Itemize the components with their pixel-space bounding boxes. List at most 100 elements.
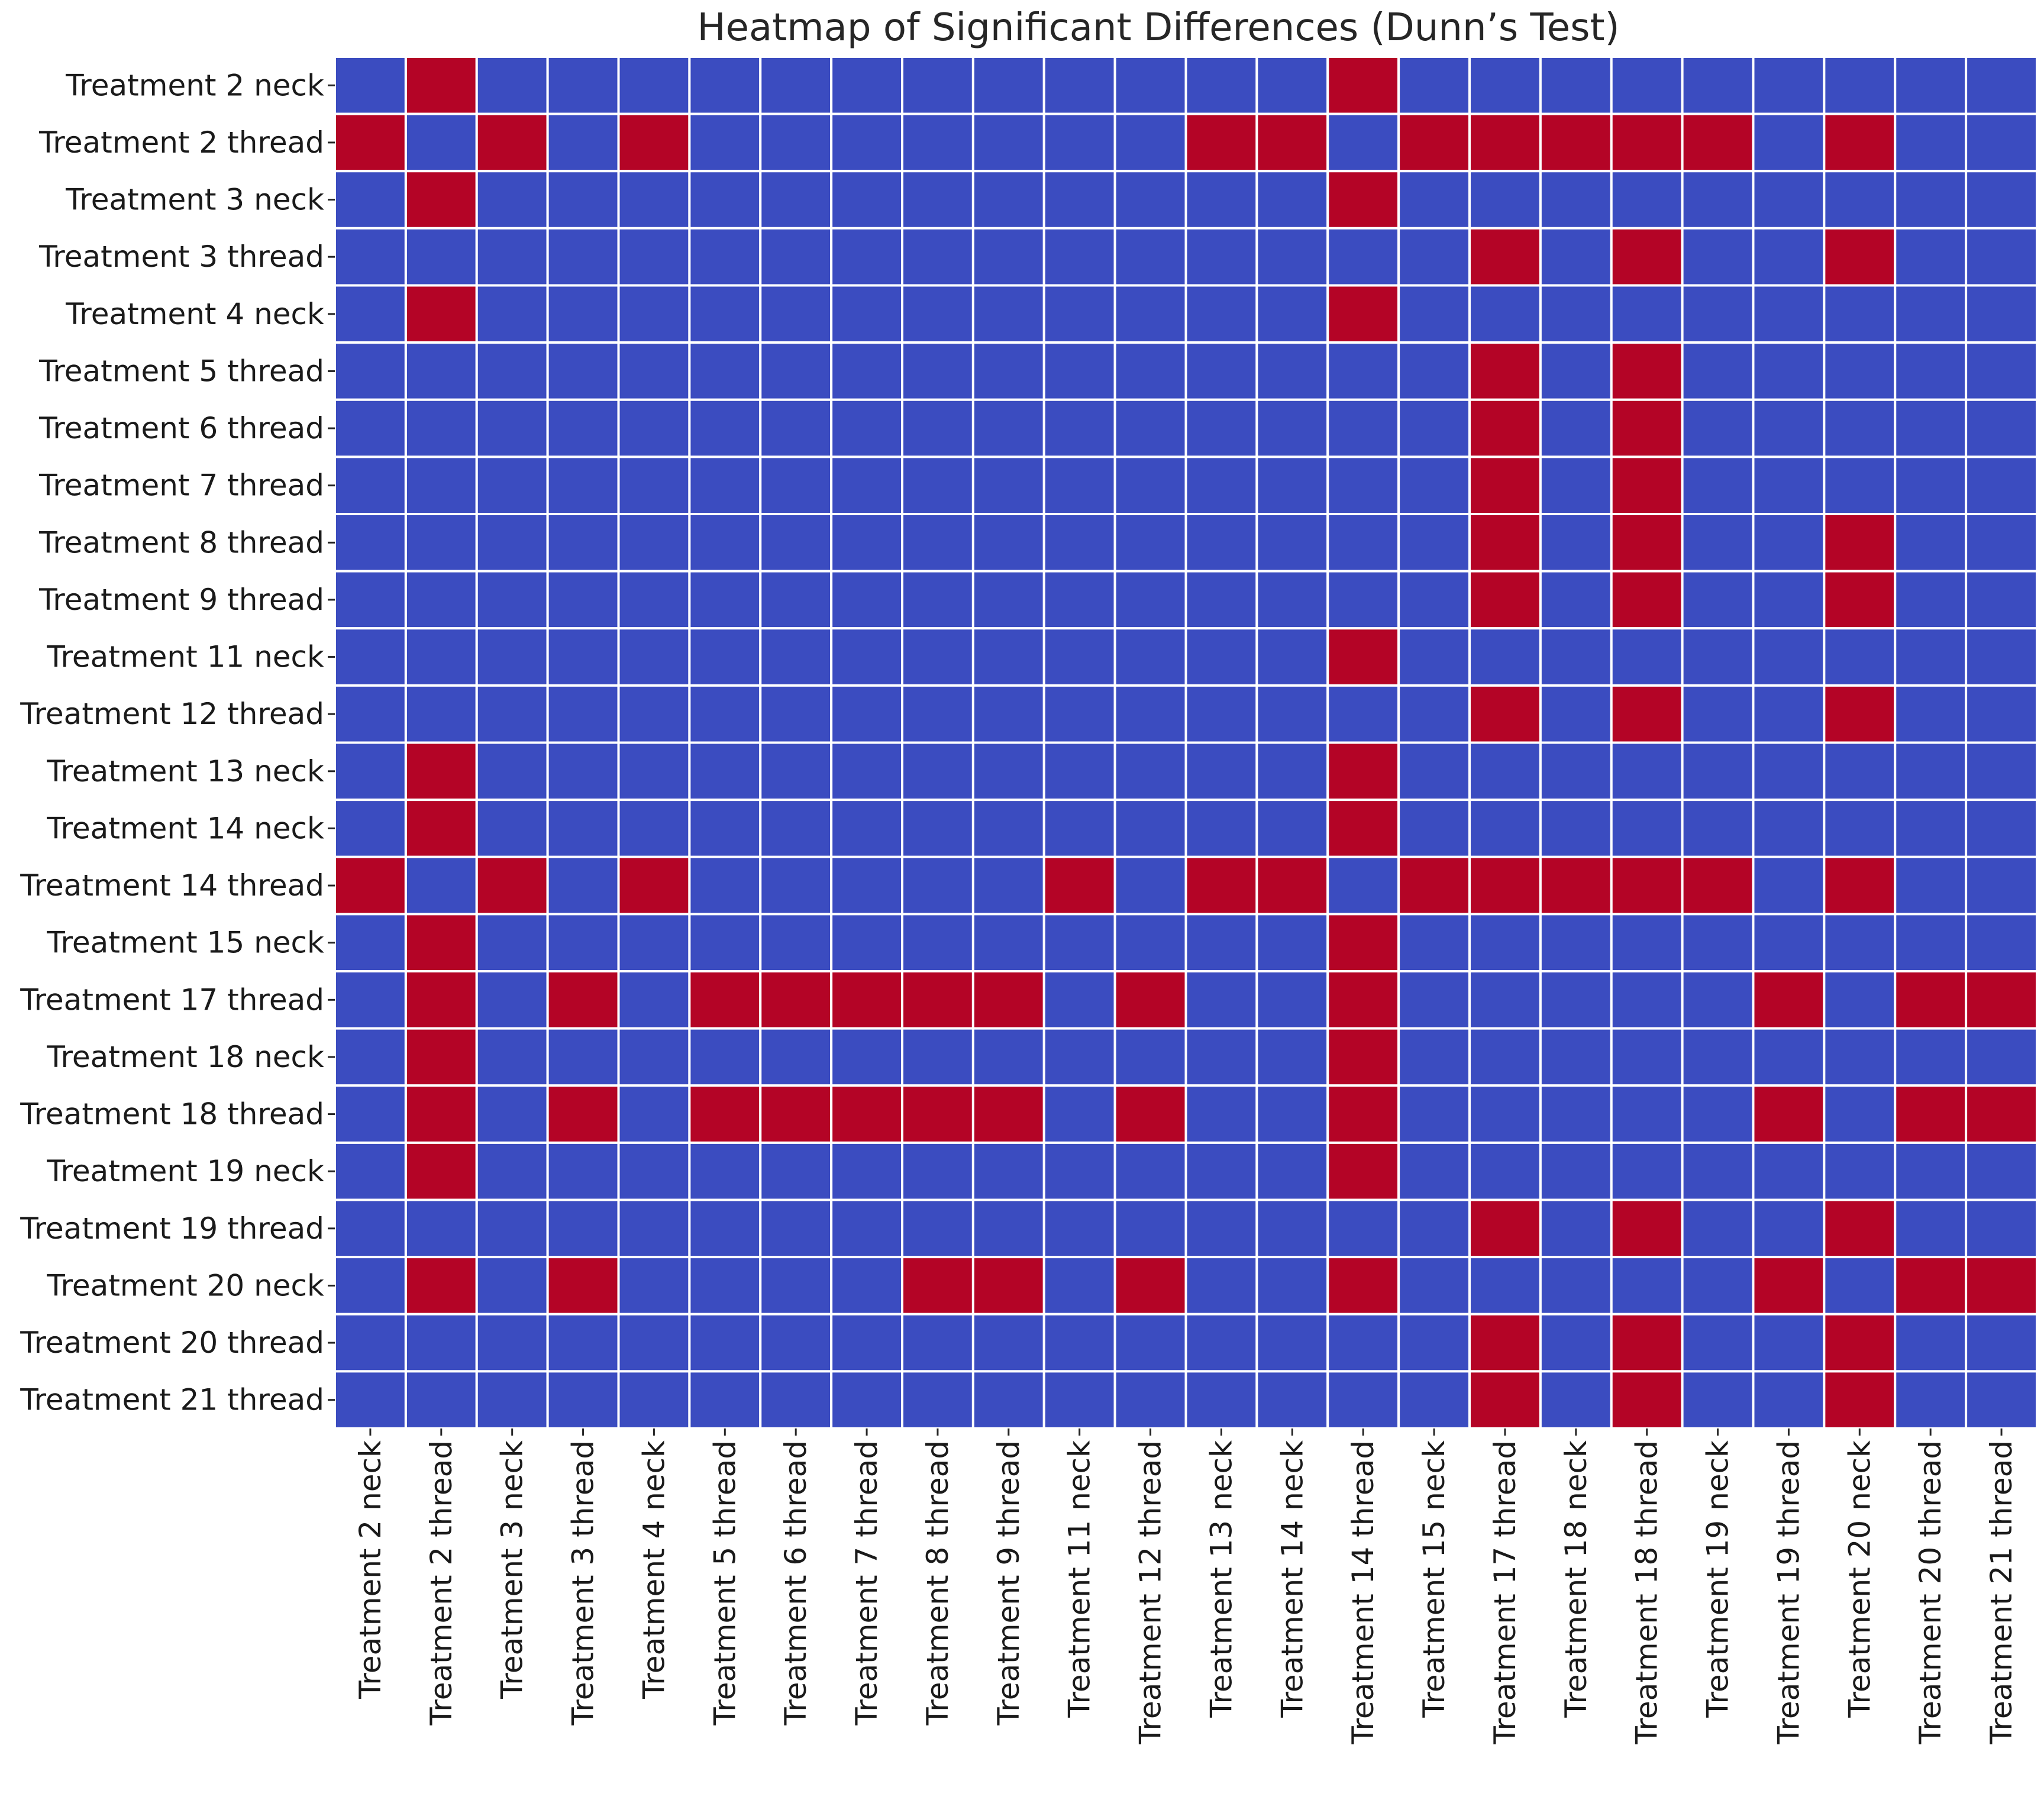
column-tick-label: Treatment 3 thread: [566, 1440, 600, 1726]
heatmap-cell: [1752, 513, 1826, 573]
heatmap-cell: [1042, 570, 1116, 630]
heatmap-cell: [1255, 112, 1329, 173]
heatmap-cell: [1468, 627, 1542, 687]
heatmap-cell: [1894, 1141, 1968, 1201]
heatmap-cell: [971, 284, 1045, 344]
heatmap-cell: [1042, 170, 1116, 230]
heatmap-cell: [971, 1198, 1045, 1259]
heatmap-cell: [1823, 570, 1897, 630]
heatmap-cell: [1255, 513, 1329, 573]
heatmap-cell: [1184, 341, 1258, 401]
heatmap-cell: [1752, 170, 1826, 230]
heatmap-cell: [475, 570, 549, 630]
heatmap-cell: [759, 227, 833, 287]
heatmap-cell: [901, 112, 974, 173]
heatmap-cell: [1255, 627, 1329, 687]
row-tick-label: Treatment 17 thread: [20, 982, 324, 1017]
heatmap-cell: [1681, 513, 1755, 573]
column-tick-label: Treatment 4 neck: [637, 1440, 671, 1699]
heatmap-cell: [688, 1370, 762, 1430]
heatmap-cell: [1823, 799, 1897, 858]
heatmap-cell: [1255, 913, 1329, 972]
heatmap-cell: [1468, 570, 1542, 630]
heatmap-cell: [334, 627, 407, 687]
heatmap-cell: [1539, 799, 1613, 858]
heatmap-cell: [1681, 627, 1755, 687]
heatmap-cell: [1823, 112, 1897, 173]
column-tick-label: Treatment 5 thread: [708, 1440, 742, 1726]
heatmap-cell: [1397, 627, 1471, 687]
heatmap-cell: [1397, 1084, 1471, 1144]
heatmap-cell: [1823, 1141, 1897, 1201]
heatmap-cell: [1894, 684, 1968, 744]
row-tick-label: Treatment 11 neck: [46, 640, 324, 674]
heatmap-cell: [1255, 1313, 1329, 1373]
heatmap-cell: [830, 56, 903, 115]
heatmap-cell: [404, 799, 478, 858]
column-tick-label: Treatment 9 thread: [992, 1440, 1026, 1726]
heatmap-cell: [1042, 398, 1116, 458]
heatmap-cell: [1539, 56, 1613, 115]
heatmap-cell: [1397, 341, 1471, 401]
heatmap-cell: [1113, 284, 1187, 344]
heatmap-cell: [1610, 913, 1684, 972]
heatmap-cell: [1184, 855, 1258, 916]
heatmap-cell: [830, 112, 903, 173]
heatmap-cell: [617, 112, 691, 173]
heatmap-cell: [830, 1084, 903, 1144]
heatmap-cell: [1326, 913, 1400, 972]
heatmap-cell: [404, 227, 478, 287]
heatmap-cell: [1042, 56, 1116, 115]
heatmap-cell: [404, 112, 478, 173]
heatmap-cell: [546, 170, 620, 230]
heatmap-cell: [830, 855, 903, 916]
heatmap-cell: [759, 398, 833, 458]
heatmap-cell: [1184, 1198, 1258, 1259]
heatmap-cell: [1823, 170, 1897, 230]
heatmap-cell: [1610, 1027, 1684, 1087]
heatmap-cell: [1681, 970, 1755, 1030]
heatmap-cell: [1823, 398, 1897, 458]
heatmap-cell: [1326, 170, 1400, 230]
heatmap-cell: [1752, 398, 1826, 458]
heatmap-cell: [334, 741, 407, 801]
heatmap-cell: [1255, 1370, 1329, 1430]
heatmap-cell: [1184, 513, 1258, 573]
heatmap-cell: [1539, 1084, 1613, 1144]
heatmap-cell: [971, 627, 1045, 687]
heatmap-cell: [1965, 741, 2038, 801]
heatmap-cell: [1397, 1141, 1471, 1201]
heatmap-cell: [1539, 455, 1613, 515]
heatmap-cell: [617, 455, 691, 515]
heatmap-cell: [1184, 799, 1258, 858]
heatmap-cell: [1042, 1198, 1116, 1259]
heatmap-cell: [1113, 455, 1187, 515]
heatmap-cell: [1965, 1084, 2038, 1144]
heatmap-cell: [1113, 627, 1187, 687]
heatmap-cell: [1610, 627, 1684, 687]
heatmap-cell: [830, 1313, 903, 1373]
heatmap-cell: [1326, 455, 1400, 515]
heatmap-cell: [1255, 56, 1329, 115]
heatmap-cell: [901, 1141, 974, 1201]
heatmap-cell: [1397, 455, 1471, 515]
heatmap-cell: [475, 1198, 549, 1259]
heatmap-cell: [617, 799, 691, 858]
heatmap-cell: [688, 570, 762, 630]
heatmap-cell: [1894, 455, 1968, 515]
heatmap-cell: [1397, 970, 1471, 1030]
heatmap-cell: [475, 112, 549, 173]
heatmap-cell: [546, 56, 620, 115]
heatmap-cell: [334, 112, 407, 173]
heatmap-cell: [1894, 570, 1968, 630]
heatmap-cell: [334, 398, 407, 458]
heatmap-cell: [901, 1370, 974, 1430]
heatmap-cell: [1965, 455, 2038, 515]
heatmap-cell: [1965, 570, 2038, 630]
heatmap-cell: [971, 570, 1045, 630]
heatmap-cell: [1042, 1313, 1116, 1373]
row-tick-label: Treatment 2 thread: [38, 125, 324, 160]
heatmap-cell: [1681, 913, 1755, 972]
heatmap-cell: [546, 1027, 620, 1087]
heatmap-cell: [759, 627, 833, 687]
